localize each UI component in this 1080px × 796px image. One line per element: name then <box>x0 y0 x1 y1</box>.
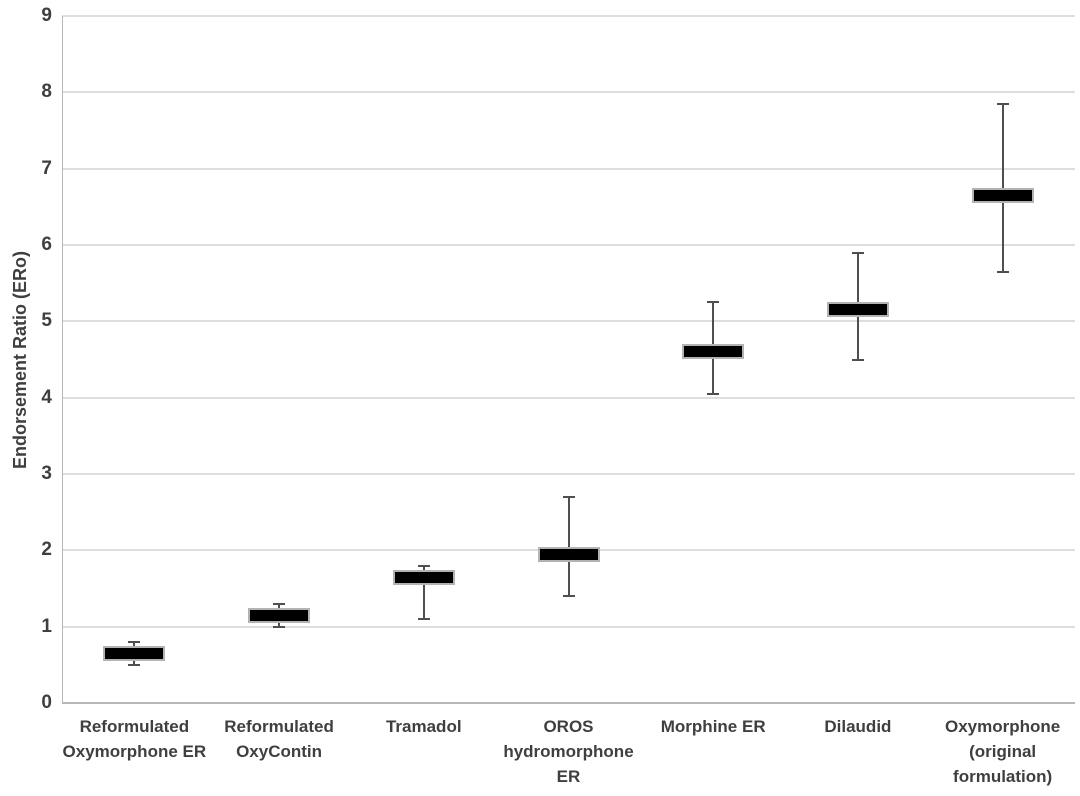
error-bar-cap-top <box>851 251 864 254</box>
gridline <box>62 244 1075 246</box>
estimate-bar <box>971 187 1034 203</box>
gridline <box>62 396 1075 399</box>
error-bar-cap-bottom <box>128 663 141 666</box>
category-label: Reformulated OxyContin <box>224 717 334 761</box>
gridline <box>62 625 1075 628</box>
y-tick-label: 6 <box>41 234 52 255</box>
error-bar-line <box>422 565 425 620</box>
error-bar-line <box>1001 103 1004 272</box>
y-tick-label: 2 <box>41 539 52 561</box>
error-bar-cap-top <box>128 640 141 643</box>
gridline <box>62 167 1075 170</box>
y-tick-label: 0 <box>41 692 52 713</box>
x-axis-line <box>62 702 1075 704</box>
error-bar-cap-top <box>562 495 575 498</box>
gridline <box>62 91 1075 94</box>
gridline <box>62 473 1075 475</box>
category-label: Oxymorphone (original formulation) <box>945 717 1061 786</box>
y-tick-label: 1 <box>41 615 52 637</box>
error-bar-line <box>567 496 570 597</box>
error-bar-cap-bottom <box>273 625 286 628</box>
estimate-bar <box>682 344 745 360</box>
y-tick-label: 8 <box>41 81 52 103</box>
error-bar-cap-bottom <box>707 392 720 395</box>
y-tick-label: 7 <box>41 157 52 179</box>
estimate-bar <box>103 645 166 661</box>
error-bar-cap-bottom <box>851 358 864 361</box>
y-tick-label: 5 <box>41 310 52 332</box>
estimate-bar <box>537 546 600 562</box>
gridline <box>62 320 1075 323</box>
error-bar-cap-top <box>707 301 720 304</box>
error-bar-cap-bottom <box>562 595 575 598</box>
category-label: Reformulated Oxymorphone ER <box>62 717 207 761</box>
y-axis-line <box>62 16 63 703</box>
y-tick-label: 4 <box>41 386 52 408</box>
y-tick-label: 9 <box>41 5 52 26</box>
error-bar-cap-bottom <box>417 618 430 621</box>
category-label: Dilaudid <box>824 717 892 736</box>
error-bar-cap-top <box>273 602 286 605</box>
y-axis-title: Endorsement Ratio (ERo) <box>10 251 30 470</box>
category-label: Morphine ER <box>660 717 766 736</box>
gridline <box>62 15 1075 17</box>
error-bar-cap-bottom <box>996 270 1009 273</box>
error-bar-cap-top <box>996 102 1009 105</box>
estimate-bar <box>826 302 889 318</box>
category-label: Tramadol <box>385 717 462 736</box>
y-tick-label: 3 <box>41 463 52 484</box>
estimate-bar <box>248 607 311 623</box>
estimate-bar <box>392 569 455 585</box>
category-label: OROS hydromorphone ER <box>503 717 634 786</box>
error-bar-cap-top <box>417 564 430 567</box>
